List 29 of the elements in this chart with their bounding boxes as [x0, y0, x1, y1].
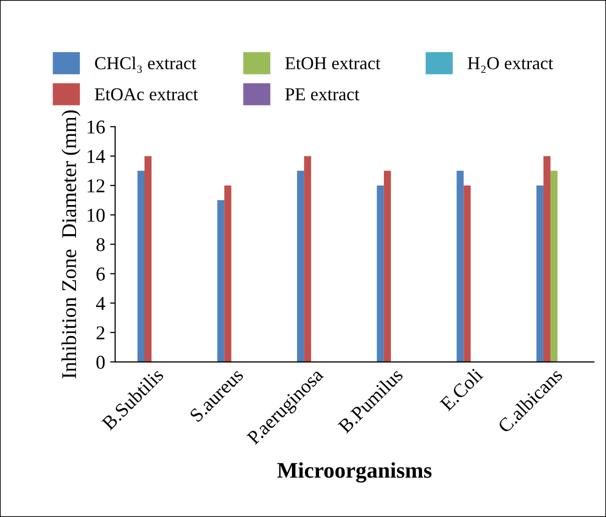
y-tick-label: 2: [96, 326, 104, 340]
bar: [384, 170, 391, 362]
bar: [376, 185, 384, 362]
bar: [456, 170, 464, 362]
bar: [464, 185, 471, 362]
bar: [297, 170, 304, 362]
y-tick-label: 14: [88, 150, 106, 163]
legend-label: EtOH extract: [285, 57, 380, 70]
legend-label: CHCl₃ extract: [95, 56, 196, 73]
y-tick-label: 0: [96, 356, 105, 369]
bar: [536, 185, 544, 362]
y-tick-label: 8: [96, 238, 105, 252]
bar: [304, 156, 312, 362]
bar: [144, 156, 152, 362]
legend-label: H₂O extract: [468, 57, 554, 73]
legend-label: PE extract: [285, 88, 360, 100]
bar: [543, 156, 550, 362]
y-tick-label: 10: [88, 208, 105, 222]
bar: [137, 170, 145, 362]
y-tick-label: 4: [96, 297, 106, 310]
y-tick-label: 16: [88, 120, 105, 134]
y-tick-label: 12: [88, 179, 104, 192]
legend-label: EtOAc extract: [94, 88, 198, 100]
y-axis-title: Inhibition Zone Diameter (mm): [62, 110, 80, 378]
y-tick-label: 6: [96, 268, 105, 281]
x-axis-title: Microorganisms: [277, 462, 432, 483]
bar: [224, 185, 232, 362]
bar: [217, 200, 224, 362]
bar: [550, 170, 558, 362]
